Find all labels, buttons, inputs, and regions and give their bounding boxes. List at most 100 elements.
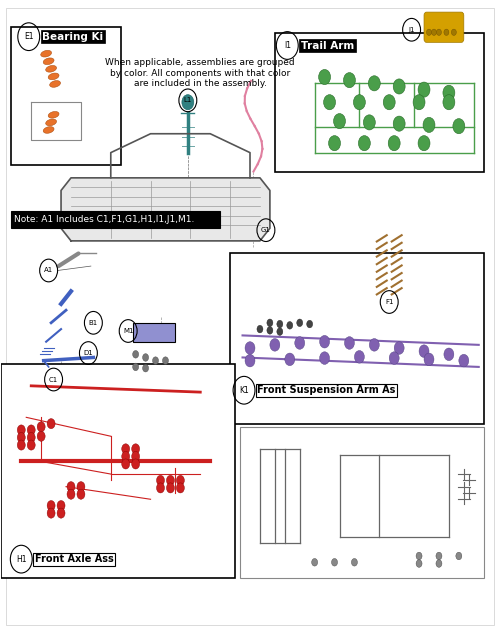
Text: Trail Arm: Trail Arm [300, 41, 354, 51]
Circle shape [122, 459, 130, 469]
Circle shape [132, 451, 140, 461]
Text: I1: I1 [284, 41, 291, 50]
Circle shape [444, 29, 449, 35]
Circle shape [389, 352, 399, 365]
Circle shape [394, 342, 404, 354]
Circle shape [453, 118, 465, 134]
Circle shape [257, 325, 263, 333]
FancyBboxPatch shape [12, 27, 120, 165]
Circle shape [57, 508, 65, 518]
Circle shape [312, 558, 318, 566]
Circle shape [132, 363, 138, 371]
Circle shape [436, 29, 442, 35]
Text: A1: A1 [44, 268, 53, 273]
Circle shape [285, 353, 295, 366]
Circle shape [424, 353, 434, 366]
Circle shape [393, 116, 405, 131]
Text: B1: B1 [89, 320, 98, 326]
Circle shape [245, 354, 255, 367]
Text: M1: M1 [123, 328, 134, 334]
Circle shape [423, 117, 435, 132]
Circle shape [318, 70, 330, 85]
Circle shape [18, 425, 25, 435]
Circle shape [426, 29, 432, 35]
Circle shape [18, 432, 25, 442]
Circle shape [443, 85, 455, 101]
Circle shape [142, 365, 148, 372]
Circle shape [456, 552, 462, 560]
Circle shape [47, 508, 55, 518]
Circle shape [277, 328, 283, 335]
Circle shape [393, 79, 405, 94]
Circle shape [67, 489, 75, 499]
Polygon shape [61, 178, 270, 241]
Circle shape [37, 431, 45, 441]
Circle shape [166, 483, 174, 493]
Circle shape [354, 351, 364, 363]
Text: When applicable, assemblies are grouped
by color. All components with that color: When applicable, assemblies are grouped … [106, 58, 295, 88]
Text: C1: C1 [49, 377, 58, 382]
Circle shape [416, 560, 422, 567]
FancyBboxPatch shape [424, 12, 464, 42]
Circle shape [344, 337, 354, 349]
Text: Front Suspension Arm As: Front Suspension Arm As [258, 385, 396, 395]
Circle shape [277, 320, 283, 328]
Circle shape [384, 95, 395, 110]
Circle shape [432, 29, 436, 35]
Text: E1: E1 [24, 32, 34, 41]
Circle shape [27, 425, 35, 435]
Circle shape [270, 339, 280, 351]
Circle shape [18, 440, 25, 450]
Text: F1: F1 [385, 299, 394, 305]
Circle shape [162, 357, 168, 365]
Circle shape [57, 501, 65, 511]
Circle shape [156, 483, 164, 493]
Circle shape [176, 483, 184, 493]
Ellipse shape [50, 80, 60, 87]
Circle shape [436, 560, 442, 567]
Circle shape [354, 95, 366, 110]
Circle shape [27, 432, 35, 442]
FancyBboxPatch shape [133, 323, 176, 342]
Text: Note: A1 Includes C1,F1,G1,H1,I1,J1,M1.: Note: A1 Includes C1,F1,G1,H1,I1,J1,M1. [14, 215, 194, 224]
Circle shape [132, 444, 140, 454]
Text: H1: H1 [16, 555, 26, 563]
Circle shape [267, 327, 273, 334]
Circle shape [182, 95, 194, 110]
Circle shape [418, 82, 430, 97]
Circle shape [152, 357, 158, 365]
FancyBboxPatch shape [6, 8, 494, 625]
Circle shape [419, 345, 429, 358]
Circle shape [245, 342, 255, 354]
Circle shape [296, 319, 302, 327]
Circle shape [459, 354, 469, 367]
Circle shape [166, 475, 174, 486]
FancyBboxPatch shape [2, 364, 235, 578]
Circle shape [324, 95, 336, 110]
Circle shape [132, 459, 140, 469]
Ellipse shape [46, 65, 56, 72]
Circle shape [436, 552, 442, 560]
Ellipse shape [48, 73, 59, 80]
Circle shape [388, 135, 400, 151]
FancyBboxPatch shape [275, 33, 484, 172]
Circle shape [413, 95, 425, 110]
Circle shape [418, 135, 430, 151]
Circle shape [444, 348, 454, 361]
Circle shape [332, 558, 338, 566]
Circle shape [122, 451, 130, 461]
Text: G1: G1 [261, 227, 271, 233]
Circle shape [132, 351, 138, 358]
Circle shape [443, 95, 455, 110]
Circle shape [287, 322, 293, 329]
Circle shape [295, 337, 304, 349]
Text: Bearing Ki: Bearing Ki [42, 32, 104, 42]
Text: K1: K1 [239, 385, 249, 395]
Circle shape [267, 319, 273, 327]
Circle shape [47, 501, 55, 511]
Circle shape [352, 558, 358, 566]
Circle shape [27, 440, 35, 450]
Circle shape [334, 113, 345, 128]
Circle shape [176, 475, 184, 486]
Ellipse shape [40, 51, 52, 57]
